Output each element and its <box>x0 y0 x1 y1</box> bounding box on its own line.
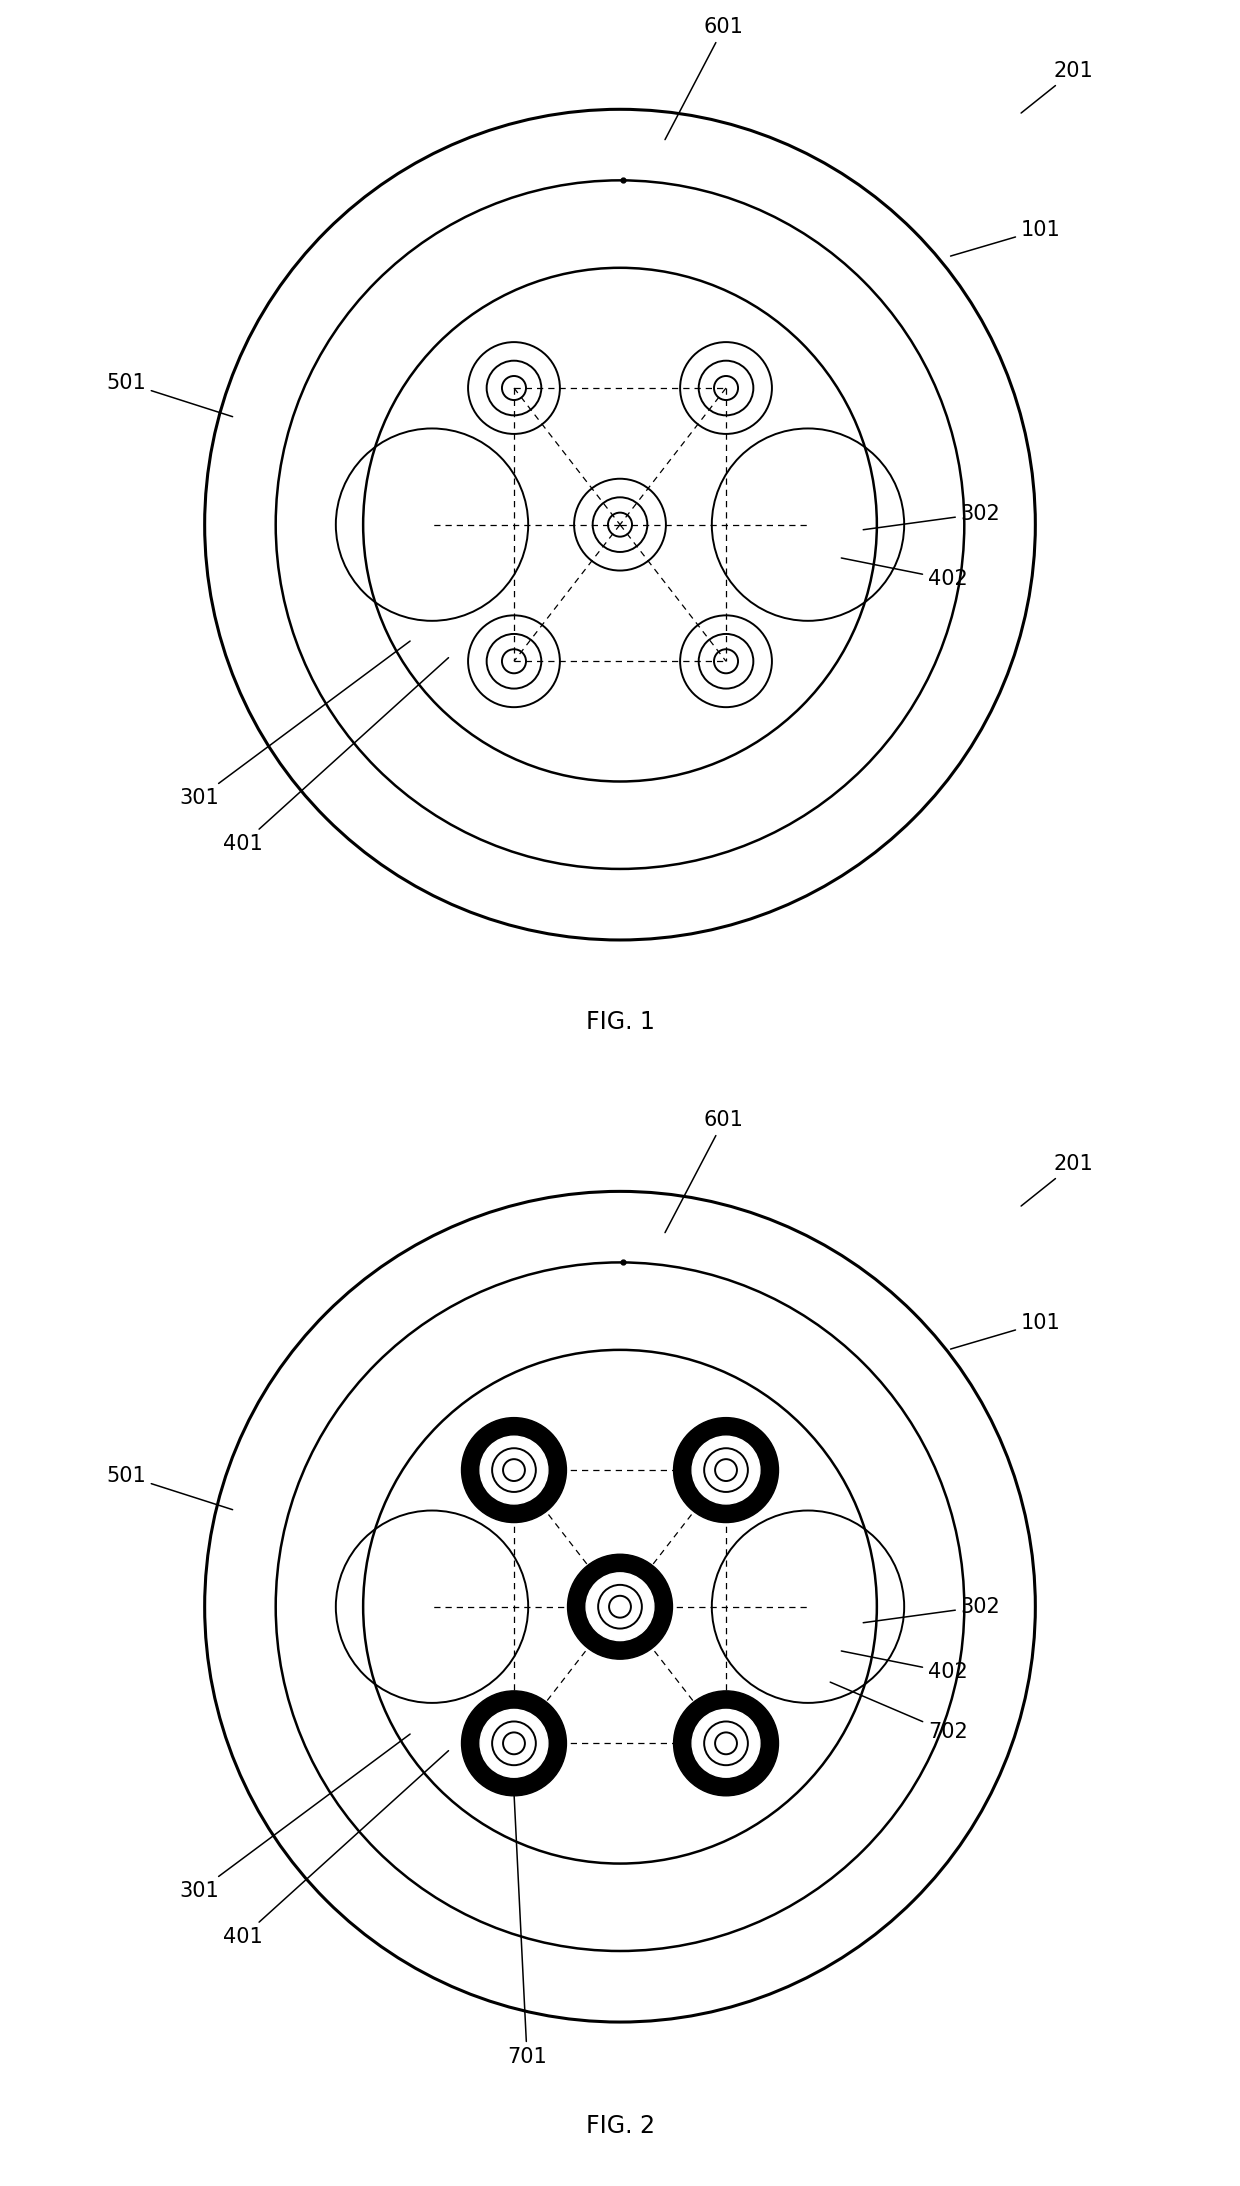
Text: 302: 302 <box>863 1596 1001 1622</box>
Text: 101: 101 <box>951 219 1060 256</box>
Text: 401: 401 <box>223 1751 449 1948</box>
Text: 302: 302 <box>863 503 1001 529</box>
Text: 401: 401 <box>223 658 449 855</box>
Circle shape <box>461 1692 567 1797</box>
Text: 702: 702 <box>831 1681 967 1742</box>
Text: 201: 201 <box>1021 1154 1094 1207</box>
Circle shape <box>673 1417 779 1521</box>
Text: 301: 301 <box>180 640 410 809</box>
Circle shape <box>587 1572 653 1640</box>
Text: FIG. 2: FIG. 2 <box>585 2114 655 2138</box>
Circle shape <box>692 1436 760 1504</box>
Text: 601: 601 <box>665 17 744 140</box>
Text: FIG. 1: FIG. 1 <box>585 1010 655 1034</box>
Text: 501: 501 <box>107 372 233 418</box>
Circle shape <box>673 1692 779 1797</box>
Circle shape <box>568 1554 672 1659</box>
Circle shape <box>480 1436 548 1504</box>
Circle shape <box>461 1417 567 1521</box>
Text: 201: 201 <box>1021 61 1094 114</box>
Circle shape <box>692 1709 760 1777</box>
Text: 601: 601 <box>665 1110 744 1233</box>
Text: 701: 701 <box>507 1795 547 2068</box>
Text: 402: 402 <box>841 557 967 590</box>
Circle shape <box>480 1709 548 1777</box>
Text: 301: 301 <box>180 1733 410 1902</box>
Text: 501: 501 <box>107 1465 233 1511</box>
Text: 101: 101 <box>951 1312 1060 1349</box>
Text: 402: 402 <box>841 1650 967 1683</box>
